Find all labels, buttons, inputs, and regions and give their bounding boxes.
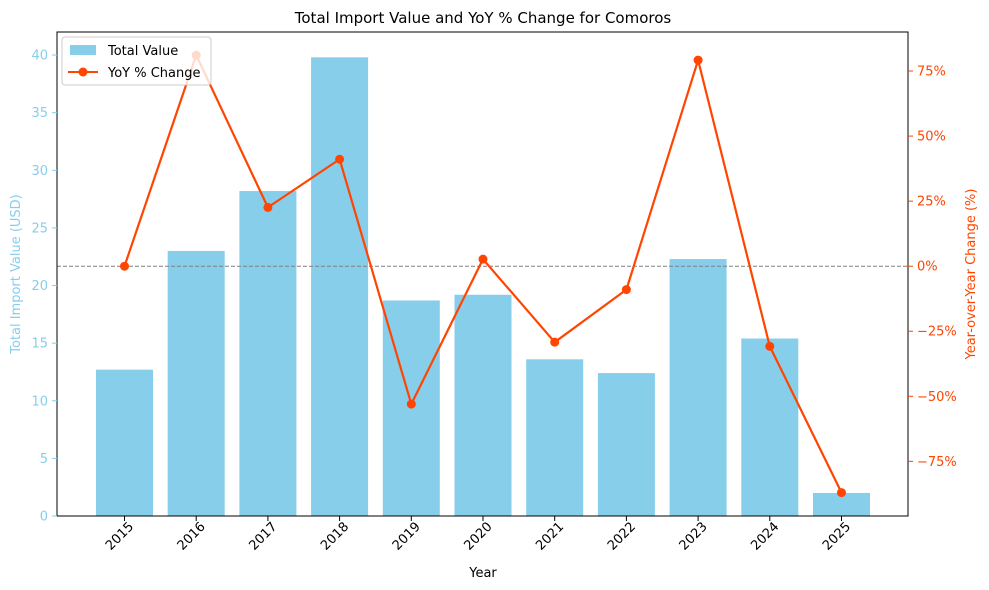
x-tick-label: 2021 [533, 520, 567, 554]
x-tick-label: 2024 [748, 520, 782, 554]
bar-2018 [311, 57, 369, 516]
bar-2016 [167, 250, 225, 516]
x-tick-label: 2025 [820, 520, 854, 554]
bar-2017 [239, 191, 297, 516]
x-tick-label: 2017 [246, 520, 280, 554]
y-right-tick-label: −50% [917, 390, 957, 405]
yoy-point-2023 [693, 55, 703, 65]
x-tick-label: 2022 [605, 520, 639, 554]
yoy-point-2025 [837, 488, 846, 498]
bar-2023 [669, 259, 727, 516]
y-right-tick-label: 75% [917, 65, 946, 80]
yoy-point-2018 [335, 154, 345, 164]
yoy-point-2015 [120, 261, 129, 271]
legend-swatch-yoy-marker [78, 67, 88, 77]
x-tick-label: 2019 [390, 520, 424, 554]
y-left-tick-label: 5 [40, 452, 48, 467]
yoy-point-2024 [765, 341, 775, 351]
legend-label-total-value: Total Value [107, 44, 178, 59]
bar-2025 [813, 492, 870, 516]
y-right-tick-label: 25% [917, 195, 946, 210]
y-right-ticks: −75% −50% −25% 0% 25% 50% 75% [908, 65, 957, 470]
y-right-tick-label: −25% [917, 325, 957, 340]
x-tick-label: 2018 [318, 520, 352, 554]
legend-swatch-total-value [70, 45, 96, 55]
y-left-axis-label: Total Import Value (USD) [9, 194, 24, 355]
y-left-tick-label: 20 [31, 279, 48, 294]
x-axis-label: Year [468, 566, 497, 581]
yoy-point-2017 [263, 202, 273, 212]
x-tick-label: 2020 [462, 520, 496, 554]
x-ticks: 2015 2016 2017 2018 2019 2020 2021 2022 2023 2024… [103, 516, 854, 554]
x-tick-label: 2016 [175, 520, 209, 554]
y-left-tick-label: 35 [31, 106, 48, 121]
y-left-tick-label: 30 [31, 164, 48, 179]
y-right-tick-label: −75% [917, 455, 957, 470]
yoy-point-2022 [621, 285, 631, 295]
bar-2020 [454, 294, 512, 516]
legend-box [61, 36, 212, 86]
y-left-tick-label: 40 [31, 49, 48, 64]
y-right-tick-label: 0% [917, 260, 938, 275]
legend-label-yoy-change: YoY % Change [107, 66, 201, 81]
line-layer [120, 50, 846, 498]
chart-title: Total Import Value and YoY % Change for … [294, 9, 672, 27]
y-right-axis-label: Year-over-Year Change (%) [964, 189, 979, 361]
y-left-tick-label: 15 [31, 337, 48, 352]
y-left-tick-label: 10 [31, 394, 48, 409]
legend: Total Value YoY % Change [61, 36, 212, 86]
bar-2015 [96, 369, 153, 516]
x-tick-label: 2015 [103, 520, 137, 554]
y-left-tick-label: 0 [40, 510, 48, 525]
y-right-tick-label: 50% [917, 130, 946, 145]
y-left-ticks: 0 5 10 15 20 25 30 35 40 [31, 49, 57, 525]
yoy-point-2019 [406, 399, 416, 409]
yoy-point-2021 [550, 337, 560, 347]
y-left-tick-label: 25 [31, 221, 48, 236]
bar-2021 [526, 359, 584, 516]
yoy-point-2020 [478, 254, 488, 264]
bar-2022 [597, 373, 655, 516]
x-tick-label: 2023 [677, 520, 711, 554]
bar-2024 [741, 338, 799, 516]
